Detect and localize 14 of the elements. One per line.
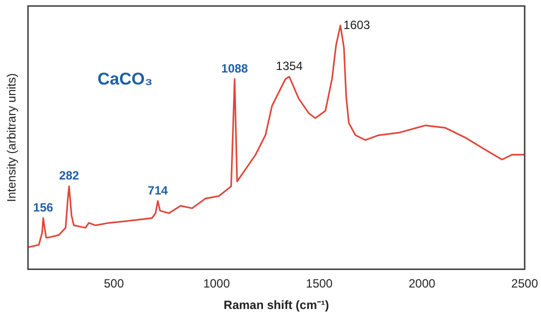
annotation: CaCO₃ xyxy=(98,69,153,88)
x-tick-label: 2000 xyxy=(408,276,436,291)
annotation: 156 xyxy=(33,200,54,214)
x-tick-label: 2500 xyxy=(511,276,538,291)
annotation: 1354 xyxy=(276,58,303,73)
x-tick-label: 1500 xyxy=(306,276,333,291)
y-axis-title: Intensity (arbitrary units) xyxy=(4,73,18,202)
x-tick-label: 1000 xyxy=(203,276,230,291)
x-tick-label: 500 xyxy=(104,276,124,291)
annotation: 282 xyxy=(59,168,80,183)
annotation: 1088 xyxy=(221,61,248,76)
annotation: 714 xyxy=(148,183,168,198)
x-axis-title: Raman shift (cm⁻¹) xyxy=(224,298,329,312)
annotation: 1603 xyxy=(343,18,370,32)
